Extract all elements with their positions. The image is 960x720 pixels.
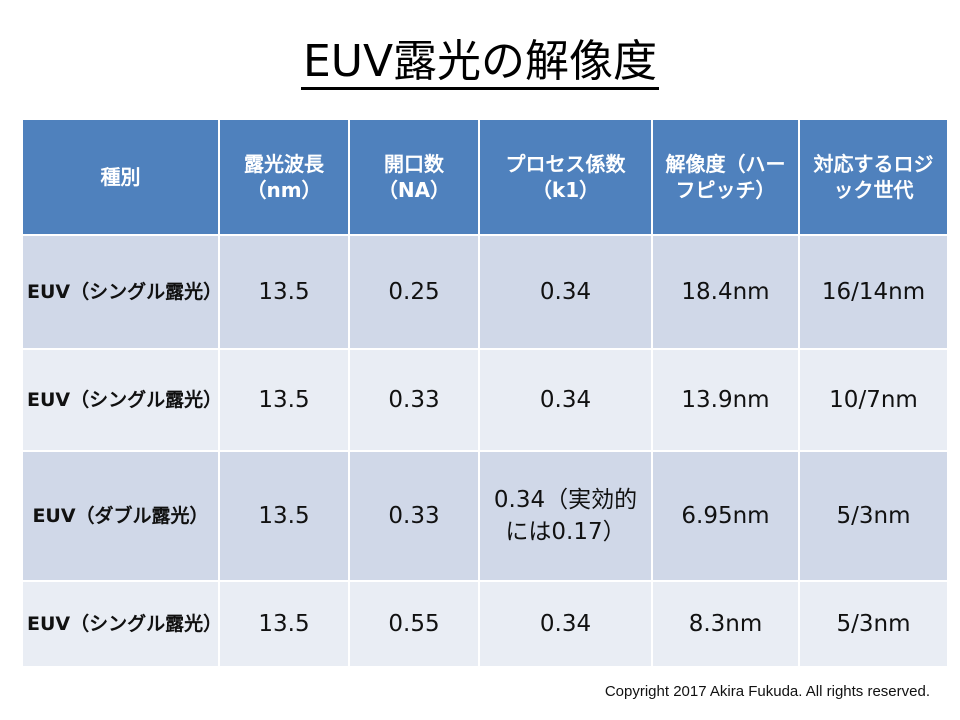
- cell-wavelength: 13.5: [218, 580, 350, 668]
- cell-wavelength: 13.5: [218, 348, 350, 452]
- resolution-table: 種別 露光波長（nm） 開口数（NA） プロセス係数（k1） 解像度（ハーフピッ…: [21, 118, 949, 668]
- header-wavelength: 露光波長（nm）: [218, 118, 350, 236]
- cell-resolution: 13.9nm: [651, 348, 800, 452]
- table-row: EUV（シングル露光） 13.5 0.55 0.34 8.3nm 5/3nm: [21, 580, 949, 668]
- slide-title: EUV露光の解像度: [0, 32, 960, 92]
- cell-logic-node: 16/14nm: [798, 234, 949, 350]
- table-row: EUV（ダブル露光） 13.5 0.33 0.34（実効的には0.17） 6.9…: [21, 450, 949, 582]
- cell-wavelength: 13.5: [218, 450, 350, 582]
- cell-logic-node: 5/3nm: [798, 580, 949, 668]
- header-logic-node: 対応するロジック世代: [798, 118, 949, 236]
- table-header-row: 種別 露光波長（nm） 開口数（NA） プロセス係数（k1） 解像度（ハーフピッ…: [21, 118, 949, 236]
- cell-kind: EUV（シングル露光）: [21, 348, 222, 452]
- cell-resolution: 18.4nm: [651, 234, 800, 350]
- table-row: EUV（シングル露光） 13.5 0.33 0.34 13.9nm 10/7nm: [21, 348, 949, 452]
- cell-kind: EUV（ダブル露光）: [21, 450, 220, 582]
- cell-na: 0.33: [348, 348, 480, 452]
- cell-k1: 0.34: [478, 580, 653, 668]
- header-kind: 種別: [21, 118, 220, 236]
- header-resolution: 解像度（ハーフピッチ）: [651, 118, 800, 236]
- cell-resolution: 6.95nm: [651, 450, 800, 582]
- cell-wavelength: 13.5: [218, 234, 350, 350]
- cell-kind: EUV（シングル露光）: [21, 234, 222, 350]
- cell-kind: EUV（シングル露光）: [21, 580, 222, 668]
- cell-logic-node: 5/3nm: [798, 450, 949, 582]
- cell-k1: 0.34: [478, 348, 653, 452]
- cell-logic-node: 10/7nm: [798, 348, 949, 452]
- cell-resolution: 8.3nm: [651, 580, 800, 668]
- header-k1: プロセス係数（k1）: [478, 118, 653, 236]
- table-row: EUV（シングル露光） 13.5 0.25 0.34 18.4nm 16/14n…: [21, 234, 949, 350]
- cell-na: 0.25: [348, 234, 480, 350]
- copyright-footer: Copyright 2017 Akira Fukuda. All rights …: [604, 683, 930, 700]
- header-na: 開口数（NA）: [348, 118, 480, 236]
- cell-k1: 0.34（実効的には0.17）: [478, 450, 653, 582]
- slide-title-text: EUV露光の解像度: [300, 36, 660, 90]
- cell-na: 0.55: [348, 580, 480, 668]
- cell-k1: 0.34: [478, 234, 653, 350]
- cell-na: 0.33: [348, 450, 480, 582]
